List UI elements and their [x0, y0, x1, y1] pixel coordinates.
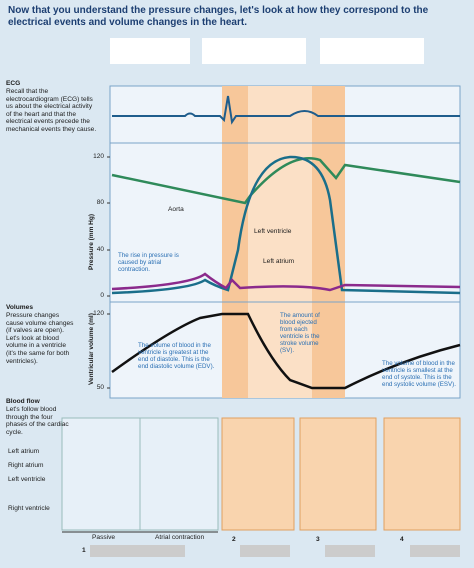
heading: Volumes — [6, 304, 33, 311]
phase-band — [222, 86, 248, 398]
heart-panel — [61, 417, 141, 531]
ecg-trace — [112, 95, 460, 125]
phase-number: 2 — [232, 536, 236, 543]
phase-number: 4 — [400, 536, 404, 543]
label-box — [320, 38, 424, 64]
label-box — [110, 38, 190, 64]
text: Recall that the electrocardiogram (ECG) … — [6, 88, 97, 133]
phase-number: 3 — [316, 536, 320, 543]
heart-label: Right ventricle — [8, 505, 50, 512]
curve-label: Left atrium — [263, 258, 295, 265]
heart-panel — [221, 417, 295, 531]
hidden-label — [90, 545, 185, 557]
annotation: The amount of blood ejected from each ve… — [280, 312, 320, 354]
text: Let's follow blood through the four phas… — [6, 406, 69, 436]
label-box — [202, 38, 306, 64]
heading: ECG — [6, 80, 21, 87]
tick-label: 120 — [93, 310, 104, 317]
curve-label: Left ventricle — [254, 228, 292, 235]
curve-label: Aorta — [168, 206, 184, 213]
annotation: The volume of blood in the ventricle is … — [382, 360, 456, 388]
heart-label: Right atrium — [8, 462, 44, 469]
hidden-label — [410, 545, 460, 557]
hidden-label — [240, 545, 290, 557]
volume-curve — [111, 312, 461, 390]
annotation: The volume of blood in the ventricle is … — [138, 342, 215, 370]
heart-panel — [383, 417, 461, 531]
tick-label: 80 — [96, 199, 104, 206]
heading: Blood flow — [6, 398, 40, 405]
axis-label: Pressure (mm Hg) — [88, 214, 95, 270]
phase-label: Atrial contraction — [155, 534, 205, 541]
tick-label: 40 — [96, 246, 104, 253]
ventricle-curve — [111, 155, 461, 295]
heart-label: Left ventricle — [8, 476, 46, 483]
heart-panel — [139, 417, 219, 531]
annotation: The rise in pressure is caused by atrial… — [118, 252, 179, 273]
heart-panel — [299, 417, 377, 531]
text: Pressure changes cause volume changes (i… — [6, 312, 74, 365]
axis-label: Ventricular volume (ml) — [88, 313, 95, 385]
atrium-curve — [111, 272, 461, 292]
heart-panels — [61, 417, 461, 531]
title: Now that you understand the pressure cha… — [8, 5, 429, 28]
hidden-label — [325, 545, 375, 557]
phase-band — [312, 86, 345, 398]
tick-label: 0 — [100, 292, 104, 299]
phase-number: 1 — [82, 547, 86, 554]
phase-label: Passive — [92, 534, 116, 541]
tick-label: 120 — [93, 153, 104, 160]
tick-label: 50 — [96, 384, 104, 391]
heart-label: Left atrium — [8, 448, 40, 455]
